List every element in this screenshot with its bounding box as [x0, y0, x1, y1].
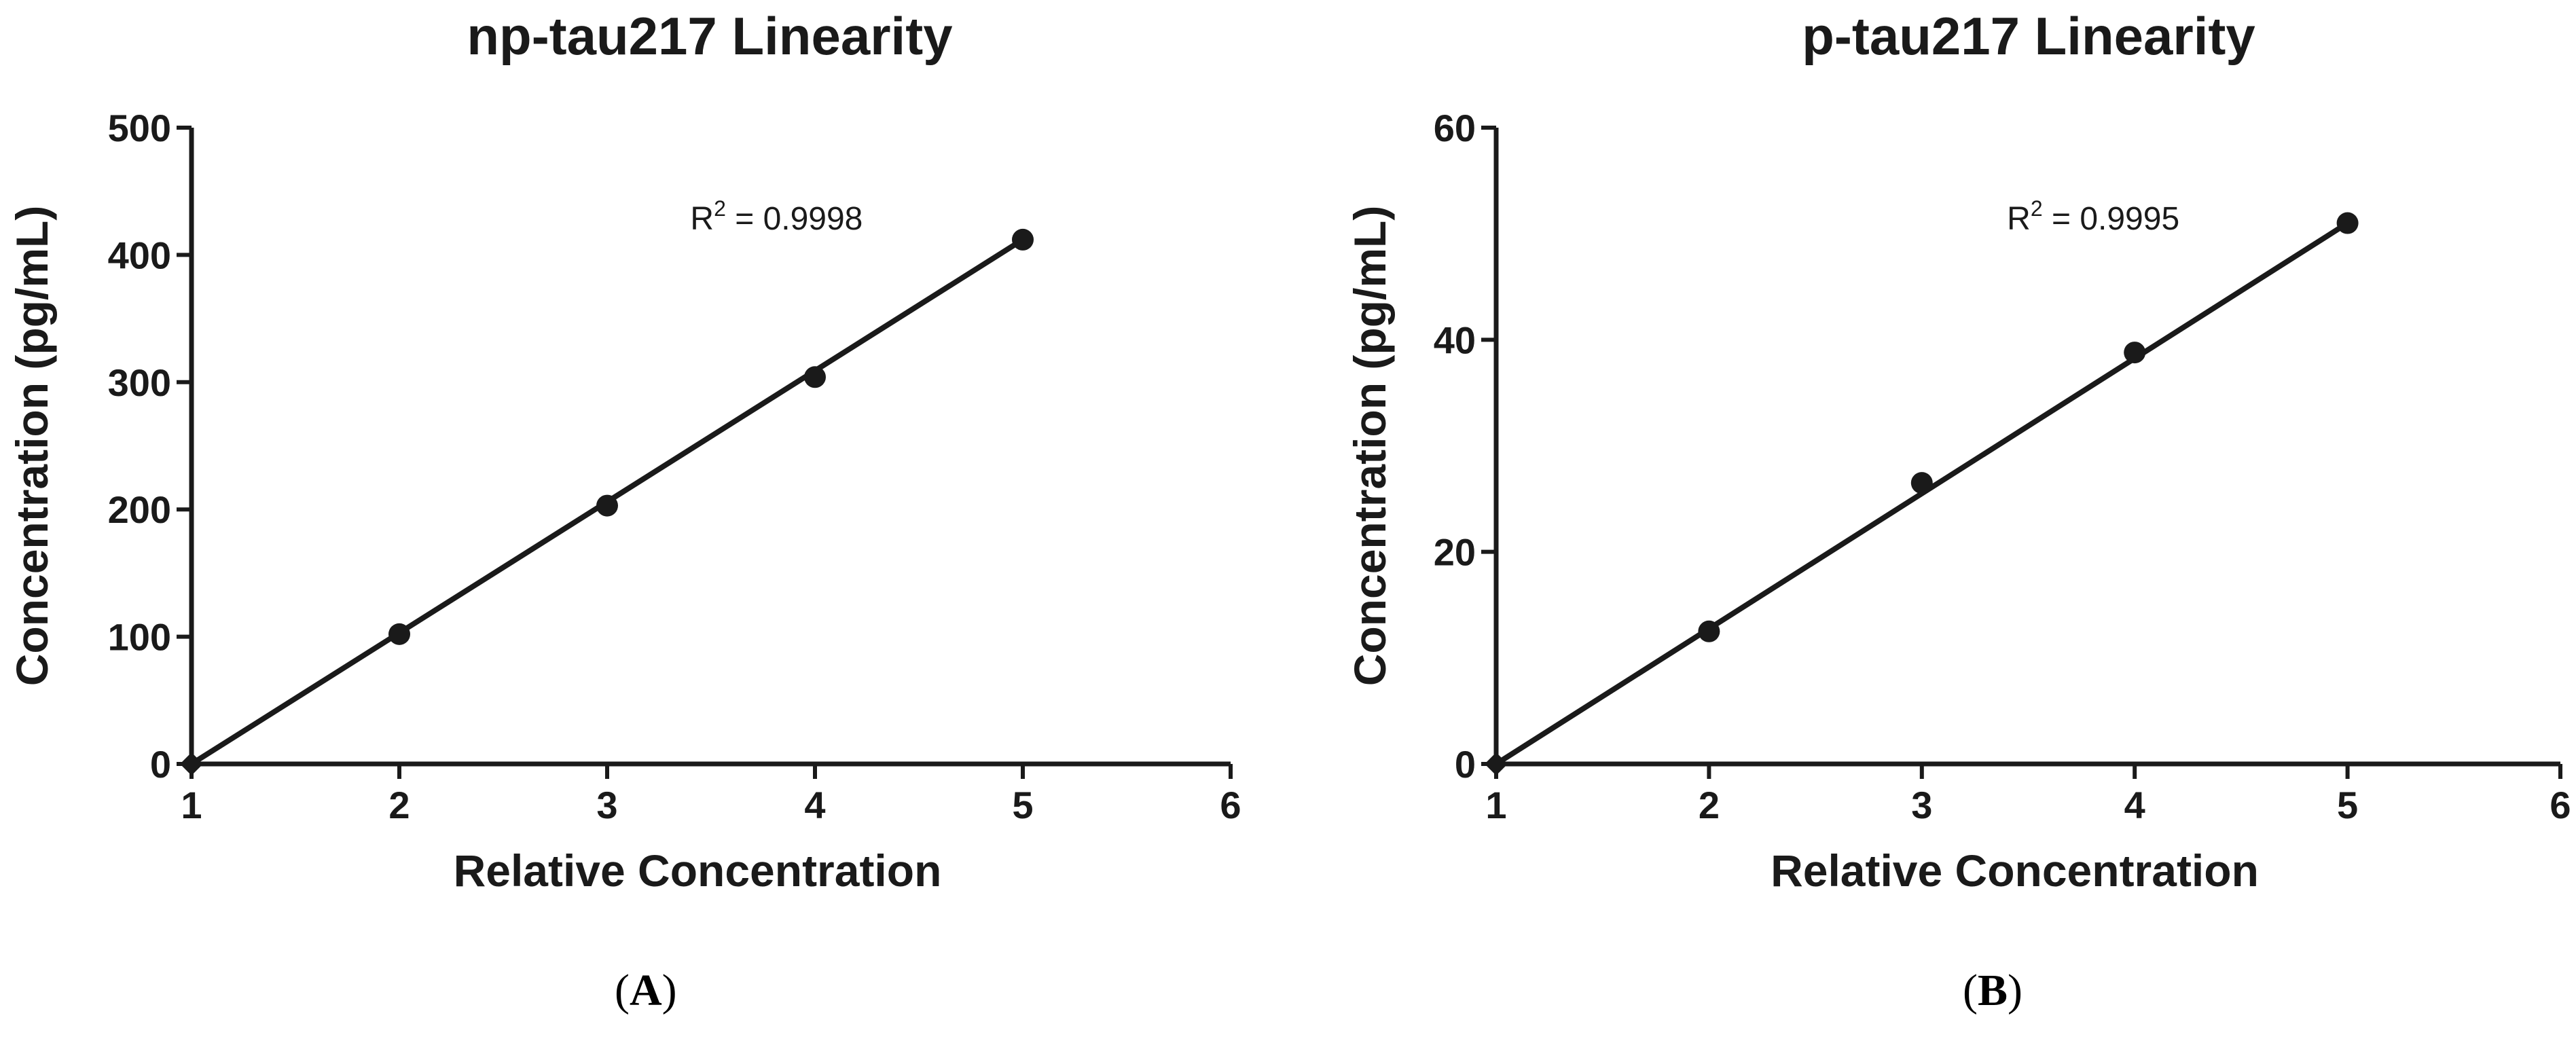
y-tick-label: 40: [1434, 318, 1476, 361]
data-point: [1698, 620, 1720, 642]
x-tick-label: 2: [388, 784, 410, 826]
x-tick-label: 3: [596, 784, 617, 826]
y-tick-label: 100: [108, 616, 171, 659]
x-tick-label: 5: [1012, 784, 1033, 826]
x-tick-label: 5: [2337, 784, 2358, 826]
data-point: [804, 366, 826, 388]
x-tick-label: 4: [804, 784, 825, 826]
y-tick-label: 0: [1455, 743, 1476, 786]
y-tick-label: 300: [108, 361, 171, 404]
data-point: [388, 623, 410, 645]
panel-label: (A): [615, 966, 677, 1015]
x-tick-label: 4: [2124, 784, 2145, 826]
x-tick-label: 6: [1220, 784, 1241, 826]
data-point: [2124, 342, 2146, 364]
data-point: [1012, 228, 1034, 251]
data-point: [1485, 752, 1508, 775]
data-point: [596, 494, 618, 517]
chart-title: p-tau217 Linearity: [1802, 6, 2255, 66]
data-point: [1910, 472, 1933, 494]
chart-panel-a: np-tau217 Linearity 0 100 200 300 400 500 1 2 3 4 5…: [7, 6, 1241, 1015]
chart-panel-b: p-tau217 Linearity 0 20 40 60 1 2 3 4 5 6 Relative …: [1345, 6, 2571, 1015]
r-squared-annotation: R2 = 0.9998: [690, 196, 863, 237]
data-point: [2336, 212, 2359, 234]
x-axis-label: Relative Concentration: [454, 845, 942, 896]
y-tick-label: 20: [1434, 531, 1476, 574]
r-squared-annotation: R2 = 0.9995: [2007, 196, 2179, 237]
y-tick-label: 200: [108, 488, 171, 531]
x-tick-label: 3: [1911, 784, 1932, 826]
y-tick-label: 0: [150, 743, 171, 786]
y-tick-label: 60: [1434, 107, 1476, 149]
chart-title: np-tau217 Linearity: [467, 6, 952, 66]
x-axis-label: Relative Concentration: [1771, 845, 2259, 896]
x-tick-label: 6: [2550, 784, 2571, 826]
y-axis-label: Concentration (pg/mL): [7, 206, 57, 687]
x-tick-label: 1: [1485, 784, 1506, 826]
x-tick-label: 1: [181, 784, 202, 826]
y-tick-label: 400: [108, 234, 171, 276]
y-axis-label: Concentration (pg/mL): [1345, 206, 1395, 687]
y-tick-label: 500: [108, 107, 171, 149]
panel-label: (B): [1963, 966, 2022, 1015]
x-tick-label: 2: [1699, 784, 1720, 826]
data-point: [180, 752, 203, 775]
